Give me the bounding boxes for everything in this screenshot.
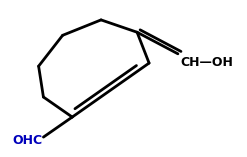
Text: CH—OH: CH—OH xyxy=(180,56,233,69)
Text: OHC: OHC xyxy=(12,134,42,147)
